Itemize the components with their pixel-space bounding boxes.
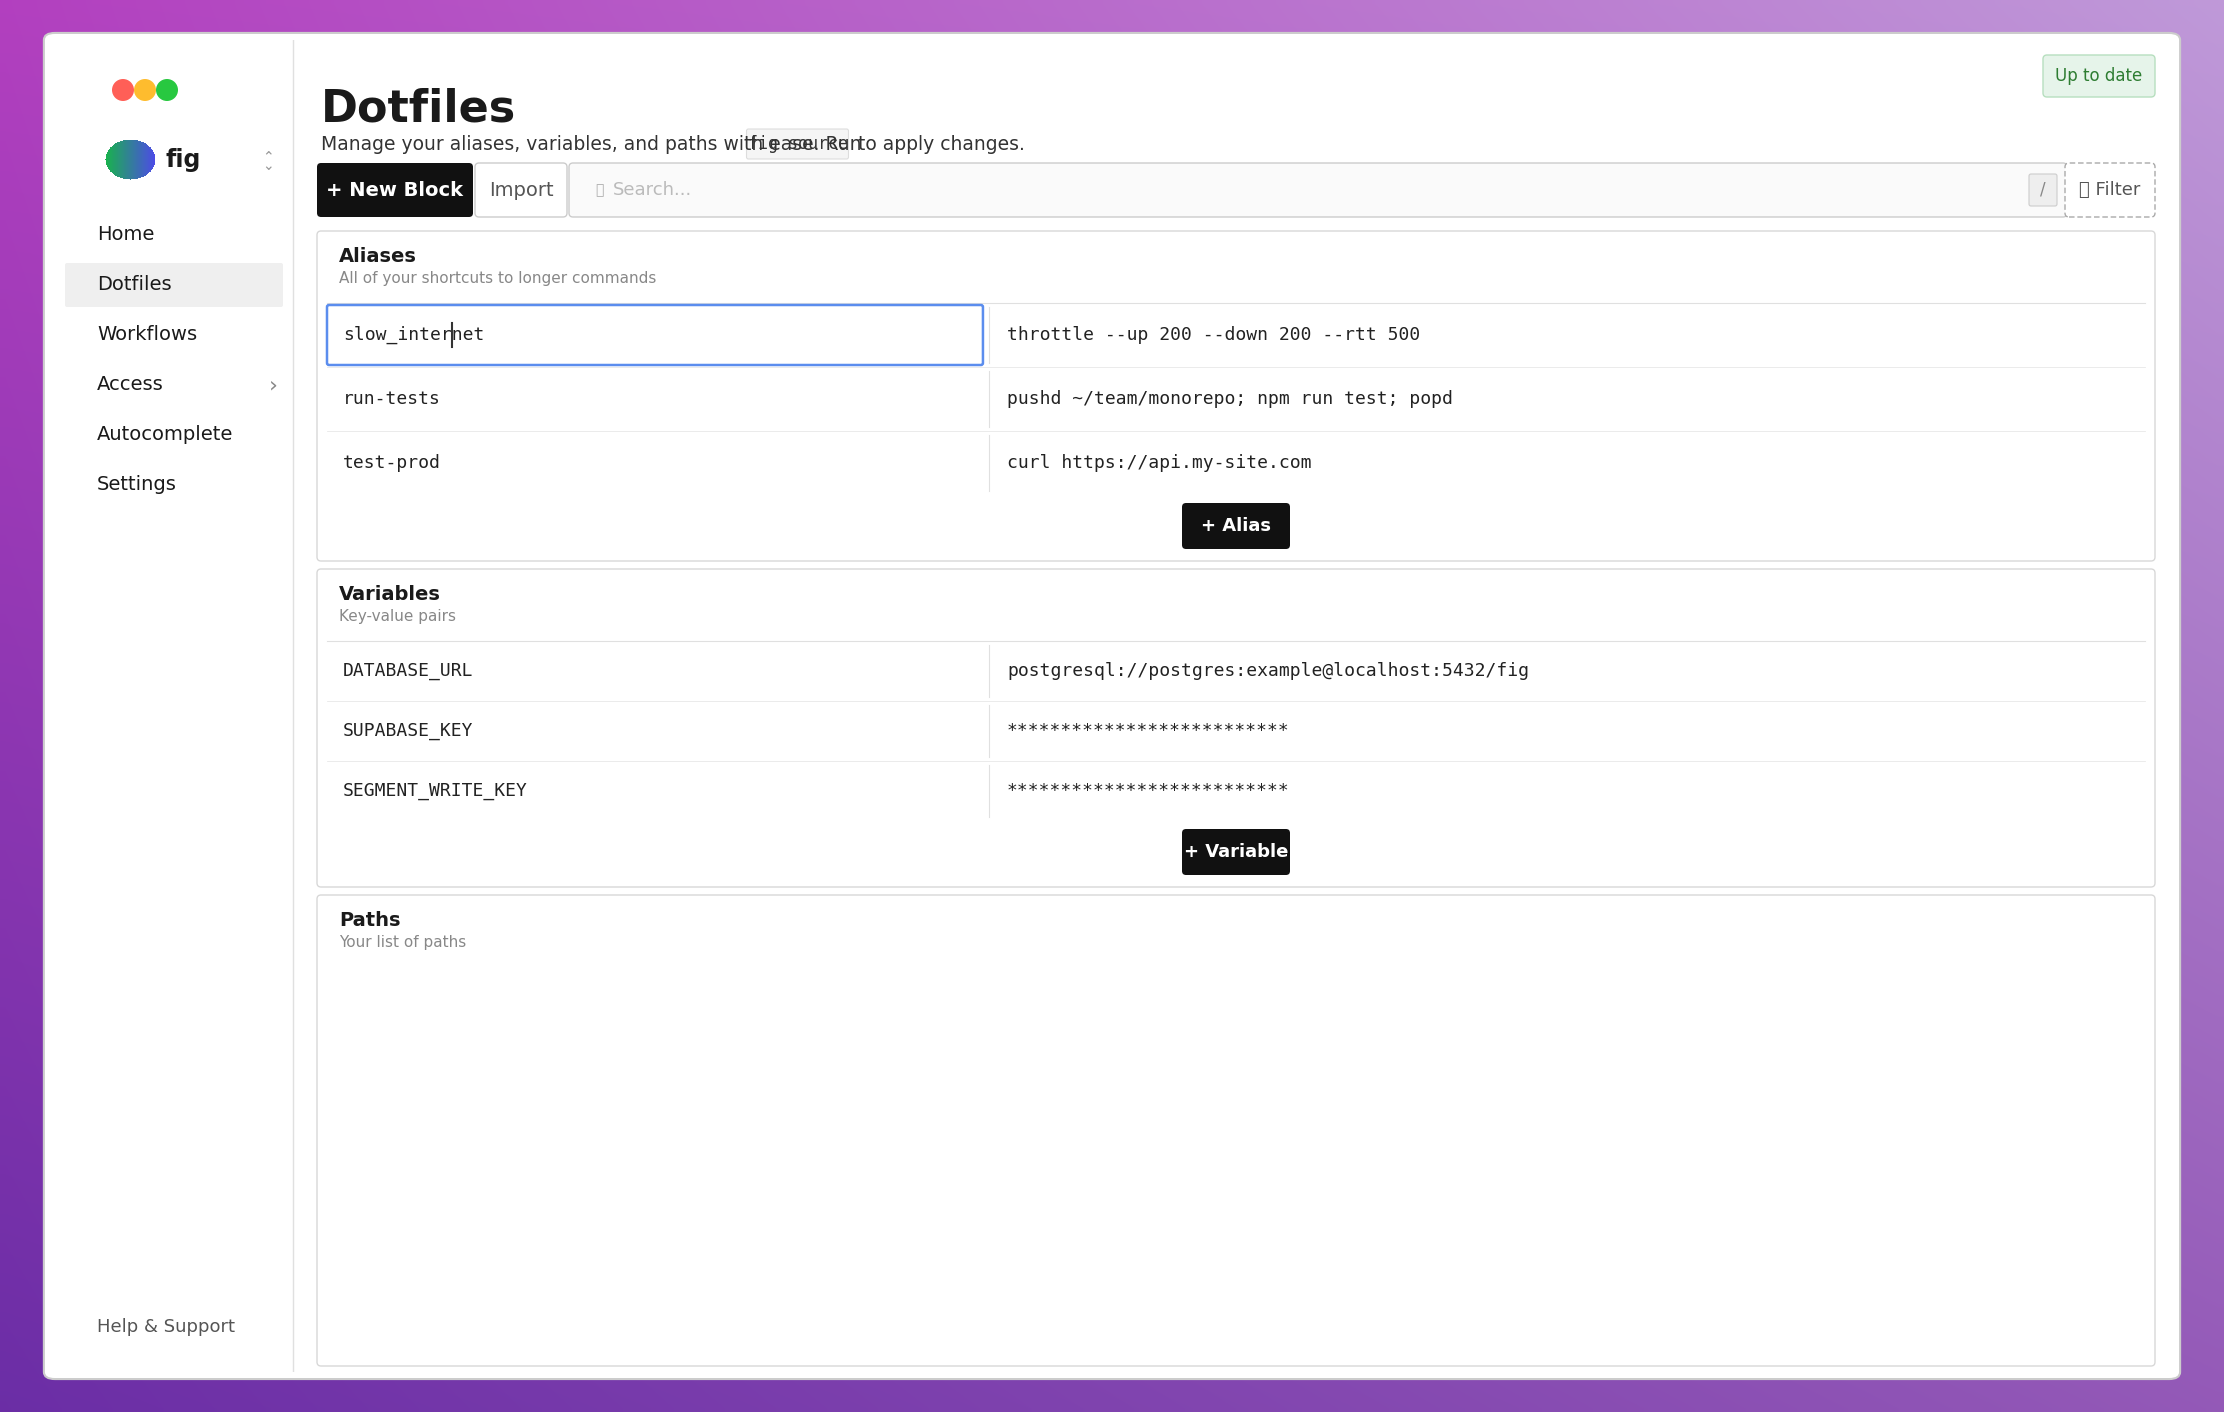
- Text: Dotfiles: Dotfiles: [98, 275, 171, 295]
- Text: to apply changes.: to apply changes.: [852, 134, 1025, 154]
- Text: Variables: Variables: [338, 586, 440, 604]
- Text: throttle --up 200 --down 200 --rtt 500: throttle --up 200 --down 200 --rtt 500: [1007, 326, 1421, 345]
- FancyBboxPatch shape: [1181, 503, 1290, 549]
- FancyBboxPatch shape: [64, 263, 282, 306]
- Circle shape: [156, 79, 178, 102]
- Text: 🔍: 🔍: [596, 184, 603, 198]
- Text: Help & Support: Help & Support: [98, 1317, 236, 1336]
- Text: slow_internet: slow_internet: [342, 326, 485, 345]
- FancyBboxPatch shape: [747, 128, 850, 160]
- Circle shape: [111, 79, 133, 102]
- FancyBboxPatch shape: [318, 232, 2155, 561]
- FancyBboxPatch shape: [318, 895, 2155, 1365]
- Text: Home: Home: [98, 226, 153, 244]
- Text: **************************: **************************: [1007, 782, 1290, 801]
- FancyBboxPatch shape: [318, 162, 474, 217]
- Text: ›: ›: [269, 376, 278, 395]
- Text: All of your shortcuts to longer commands: All of your shortcuts to longer commands: [338, 271, 656, 287]
- Text: Paths: Paths: [338, 912, 400, 931]
- Text: + Variable: + Variable: [1183, 843, 1288, 861]
- Text: Settings: Settings: [98, 476, 178, 494]
- FancyBboxPatch shape: [2044, 55, 2155, 97]
- Text: + Alias: + Alias: [1201, 517, 1270, 535]
- Text: DATABASE_URL: DATABASE_URL: [342, 662, 474, 681]
- Text: Your list of paths: Your list of paths: [338, 936, 467, 950]
- Text: Access: Access: [98, 376, 165, 394]
- Bar: [56, 40, 294, 1372]
- Text: **************************: **************************: [1007, 722, 1290, 740]
- Text: test-prod: test-prod: [342, 455, 440, 472]
- Text: SEGMENT_WRITE_KEY: SEGMENT_WRITE_KEY: [342, 782, 527, 801]
- FancyBboxPatch shape: [569, 162, 2066, 217]
- Text: ⌄: ⌄: [262, 160, 274, 174]
- Text: postgresql://postgres:example@localhost:5432/fig: postgresql://postgres:example@localhost:…: [1007, 662, 1528, 681]
- Text: + New Block: + New Block: [327, 181, 463, 199]
- FancyBboxPatch shape: [318, 569, 2155, 887]
- FancyBboxPatch shape: [327, 305, 983, 364]
- Text: Autocomplete: Autocomplete: [98, 425, 234, 445]
- Text: SUPABASE_KEY: SUPABASE_KEY: [342, 722, 474, 740]
- Text: Dotfiles: Dotfiles: [320, 88, 516, 130]
- FancyBboxPatch shape: [2028, 174, 2057, 206]
- FancyBboxPatch shape: [1181, 829, 1290, 875]
- Text: Manage your aliases, variables, and paths with ease. Run: Manage your aliases, variables, and path…: [320, 134, 867, 154]
- Text: Import: Import: [489, 181, 554, 199]
- Text: fig: fig: [165, 148, 200, 172]
- Text: Search...: Search...: [614, 181, 692, 199]
- Text: Workflows: Workflows: [98, 326, 198, 345]
- Text: Aliases: Aliases: [338, 247, 416, 267]
- Text: curl https://api.my-site.com: curl https://api.my-site.com: [1007, 455, 1312, 472]
- FancyBboxPatch shape: [44, 32, 2180, 1380]
- Circle shape: [133, 79, 156, 102]
- Text: Up to date: Up to date: [2055, 66, 2142, 85]
- Text: ⫿ Filter: ⫿ Filter: [2079, 181, 2142, 199]
- Text: pushd ~/team/monorepo; npm run test; popd: pushd ~/team/monorepo; npm run test; pop…: [1007, 390, 1452, 408]
- Text: fig source: fig source: [747, 136, 847, 152]
- Bar: [294, 40, 2168, 1372]
- Text: ⌃: ⌃: [262, 150, 274, 162]
- Text: /: /: [2039, 181, 2046, 199]
- FancyBboxPatch shape: [2066, 162, 2155, 217]
- Text: Key-value pairs: Key-value pairs: [338, 610, 456, 624]
- Text: run-tests: run-tests: [342, 390, 440, 408]
- FancyBboxPatch shape: [476, 162, 567, 217]
